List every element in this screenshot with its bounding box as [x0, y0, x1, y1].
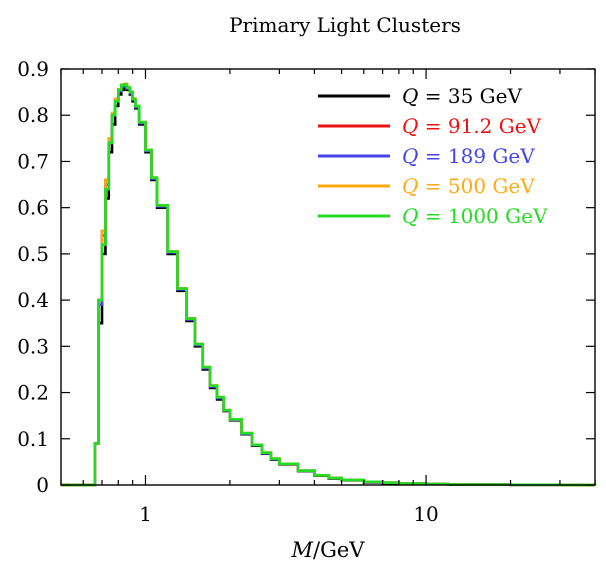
legend-label: Q = 189 GeV [402, 144, 535, 168]
y-tick-label: 0.5 [17, 242, 49, 266]
legend-label-var: Q [402, 84, 418, 108]
legend-label-value: = 500 GeV [418, 174, 535, 198]
y-tick-label: 0.4 [17, 288, 49, 312]
y-tick-label: 0.7 [17, 149, 49, 173]
x-tick-label: 1 [139, 502, 152, 526]
plot-frame [60, 68, 596, 486]
x-axis-label: M/GeV [291, 538, 366, 562]
legend-label: Q = 500 GeV [402, 174, 535, 198]
legend-label-var: Q [402, 174, 418, 198]
legend-label-var: Q [402, 144, 418, 168]
y-tick-label: 0.3 [17, 334, 49, 358]
legend-label-var: Q [402, 204, 418, 228]
y-tick-label: 0 [36, 473, 49, 497]
legend-entry: Q = 500 GeV [318, 174, 535, 198]
legend-entry: Q = 189 GeV [318, 144, 535, 168]
legend-label-value: = 91.2 GeV [418, 114, 541, 138]
y-tick-label: 0.2 [17, 381, 49, 405]
legend-entry: Q = 35 GeV [318, 84, 522, 108]
legend-label-value: = 189 GeV [418, 144, 535, 168]
chart-title: Primary Light Clusters [229, 13, 461, 37]
legend-label: Q = 91.2 GeV [402, 114, 542, 138]
legend-label-var: Q [402, 114, 418, 138]
y-tick-label: 0.1 [17, 427, 49, 451]
legend-entry: Q = 1000 GeV [318, 204, 548, 228]
y-tick-label: 0.8 [17, 103, 49, 127]
legend-entry: Q = 91.2 GeV [318, 114, 542, 138]
x-axis-label-var: M [291, 538, 314, 562]
legend-label-value: = 1000 GeV [418, 204, 548, 228]
y-tick-label: 0.6 [17, 196, 49, 220]
ticks-layer: 0 0.1 0.2 0.3 0.4 0.5 0.6 0.7 0.8 0.9 1 10 [17, 57, 596, 526]
x-axis-label-unit: /GeV [313, 538, 365, 562]
series-line-4 [61, 83, 597, 487]
y-tick-label: 0.9 [17, 57, 49, 81]
legend-label-value: = 35 GeV [418, 84, 522, 108]
legend-label: Q = 35 GeV [402, 84, 522, 108]
legend-label: Q = 1000 GeV [402, 204, 548, 228]
x-tick-label: 10 [413, 502, 438, 526]
